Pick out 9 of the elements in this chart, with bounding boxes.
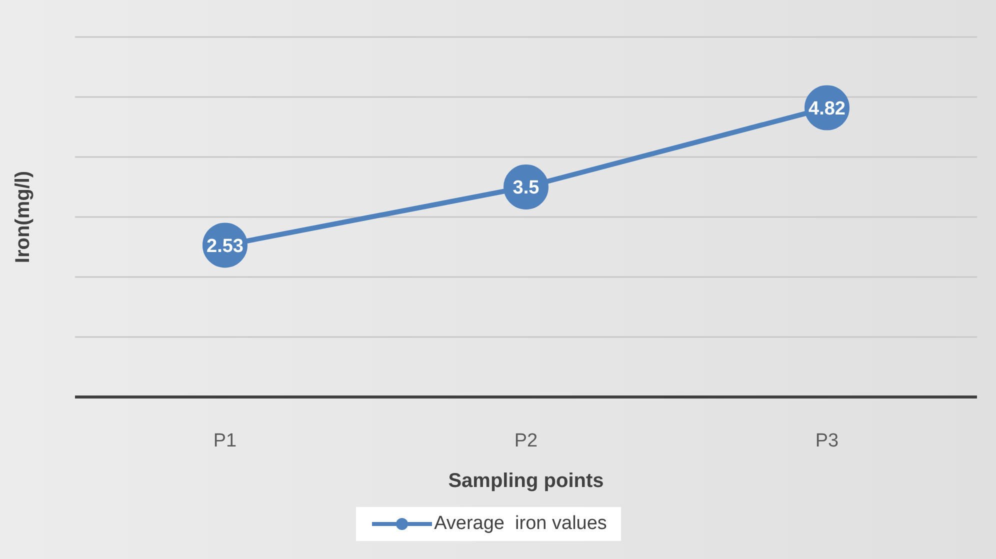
x-tick-label: P1 — [213, 430, 237, 452]
legend-label: Average iron values — [434, 513, 607, 535]
data-label: 4.82 — [808, 98, 846, 120]
x-axis-title: Sampling points — [448, 470, 604, 492]
data-label: 3.5 — [512, 178, 540, 199]
y-axis-title: Iron(mg/l) — [12, 170, 34, 264]
data-label: 2.53 — [206, 236, 244, 257]
x-tick-label: P3 — [815, 430, 839, 452]
x-tick-label: P2 — [514, 430, 538, 452]
